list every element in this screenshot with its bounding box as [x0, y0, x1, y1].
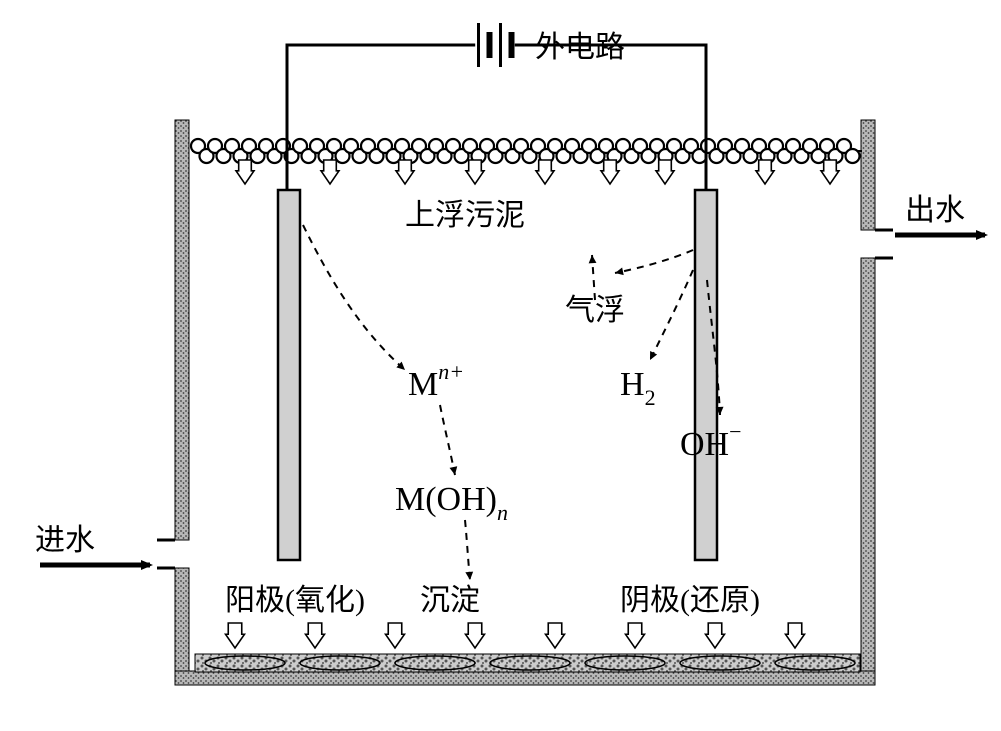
metal-hydroxide-label: M(OH)n	[395, 481, 508, 525]
floating-sludge-label: 上浮污泥	[405, 199, 525, 232]
moh-to-precip	[465, 520, 470, 580]
anode-electrode	[278, 190, 300, 560]
hydrogen-label: H2	[620, 366, 656, 410]
precipitate-label: 沉淀	[420, 584, 480, 617]
inflow-label: 进水	[35, 524, 95, 557]
hydroxide-ion-label: OH−	[680, 419, 742, 463]
metal-ion-label: Mn+	[408, 359, 464, 403]
anode-label: 阳极(氧化)	[225, 584, 365, 617]
m-to-moh	[440, 405, 455, 475]
downward-small-arrows	[226, 623, 805, 648]
external-circuit	[287, 23, 706, 190]
cathode-to-flot	[615, 250, 693, 273]
anode-to-m	[303, 225, 405, 370]
cathode-label: 阴极(还原)	[620, 584, 760, 617]
settled-sludge-layer	[195, 654, 860, 672]
flotation-label: 气浮	[565, 294, 625, 327]
process-arrows	[303, 225, 724, 580]
outflow-label: 出水	[905, 194, 965, 227]
cathode-to-h2	[650, 270, 693, 360]
cathode-electrode	[695, 190, 717, 560]
external-circuit-label: 外电路	[535, 31, 625, 64]
